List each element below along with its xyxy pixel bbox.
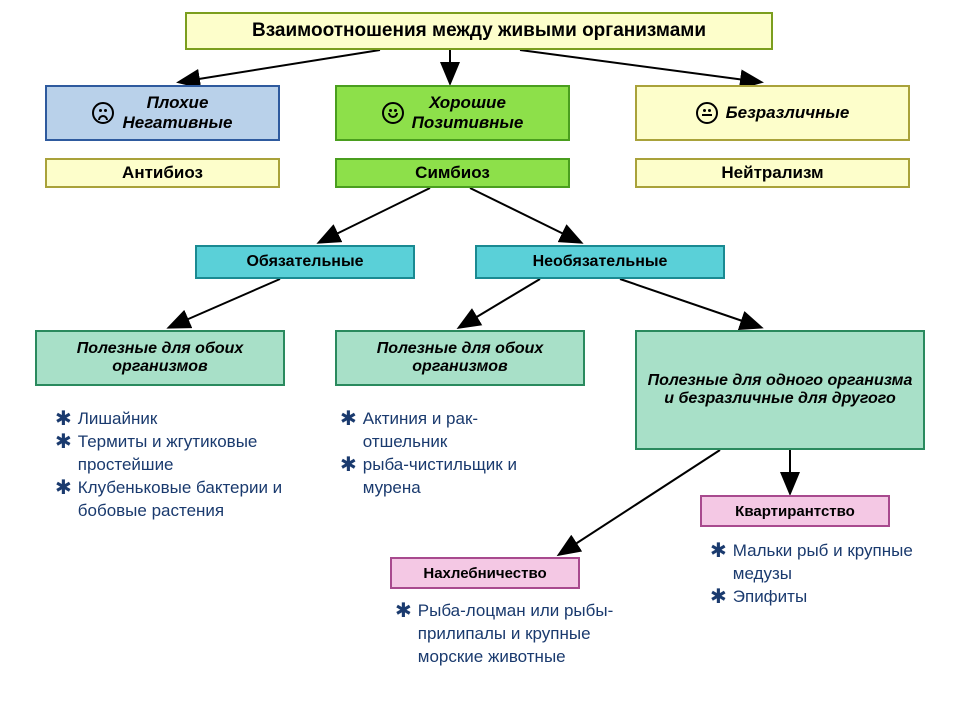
bullet-star-icon: ✱ xyxy=(710,540,727,562)
bullet-star-icon: ✱ xyxy=(55,431,72,453)
bullet-star-icon: ✱ xyxy=(340,454,357,476)
negative-label: Плохие Негативные xyxy=(122,93,232,133)
freeloading-label: Нахлебничество xyxy=(423,565,546,582)
negative-box: Плохие Негативные xyxy=(45,85,280,141)
bullet-star-icon: ✱ xyxy=(340,408,357,430)
tenancy-label: Квартирантство xyxy=(735,503,855,520)
list-item-text: Рыба-лоцман или рыбы-прилипалы и крупные… xyxy=(418,600,655,669)
useful-one-box: Полезные для одного организма и безразли… xyxy=(635,330,925,450)
list-item-text: рыба-чистильщик и мурена xyxy=(363,454,560,500)
list-item-text: Актиния и рак-отшельник xyxy=(363,408,560,454)
useful-both-2-box: Полезные для обоих организмов xyxy=(335,330,585,386)
obligatory-box: Обязательные xyxy=(195,245,415,279)
useful-both-2-label: Полезные для обоих организмов xyxy=(345,340,575,376)
positive-label: Хорошие Позитивные xyxy=(412,93,524,133)
bullet-star-icon: ✱ xyxy=(55,477,72,499)
list-item: ✱ Клубеньковые бактерии и бобовые растени… xyxy=(55,477,285,523)
list-item: ✱ Термиты и жгутиковые простейшие xyxy=(55,431,285,477)
examples-list-4: ✱ Мальки рыб и крупные медузы ✱ Эпифиты xyxy=(710,540,930,609)
bullet-star-icon: ✱ xyxy=(55,408,72,430)
neutral-label: Безразличные xyxy=(726,103,850,123)
list-item-text: Лишайник xyxy=(78,408,158,431)
title-box: Взаимоотношения между живыми организмами xyxy=(185,12,773,50)
bullet-star-icon: ✱ xyxy=(710,586,727,608)
symbiosis-box: Симбиоз xyxy=(335,158,570,188)
useful-one-label: Полезные для одного организма и безразли… xyxy=(645,372,915,408)
list-item-text: Мальки рыб и крупные медузы xyxy=(733,540,930,586)
neutral-box: Безразличные xyxy=(635,85,910,141)
list-item: ✱ рыба-чистильщик и мурена xyxy=(340,454,560,500)
obligatory-label: Обязательные xyxy=(246,253,363,271)
useful-both-1-box: Полезные для обоих организмов xyxy=(35,330,285,386)
list-item-text: Термиты и жгутиковые простейшие xyxy=(78,431,285,477)
list-item: ✱ Мальки рыб и крупные медузы xyxy=(710,540,930,586)
tenancy-box: Квартирантство xyxy=(700,495,890,527)
freeloading-box: Нахлебничество xyxy=(390,557,580,589)
examples-list-2: ✱ Актиния и рак-отшельник ✱ рыба-чистильщик… xyxy=(340,408,560,500)
list-item: ✱ Эпифиты xyxy=(710,586,930,609)
examples-list-3: ✱ Рыба-лоцман или рыбы-прилипалы и крупны… xyxy=(395,600,655,669)
antibiosis-box: Антибиоз xyxy=(45,158,280,188)
antibiosis-label: Антибиоз xyxy=(122,163,203,183)
optional-label: Необязательные xyxy=(533,253,668,271)
examples-list-1: ✱ Лишайник ✱ Термиты и жгутиковые простейши… xyxy=(55,408,285,523)
title-text: Взаимоотношения между живыми организмами xyxy=(252,20,706,42)
neutralism-box: Нейтрализм xyxy=(635,158,910,188)
neutral-face-icon xyxy=(696,102,718,124)
bullet-star-icon: ✱ xyxy=(395,600,412,622)
positive-box: Хорошие Позитивные xyxy=(335,85,570,141)
list-item: ✱ Актиния и рак-отшельник xyxy=(340,408,560,454)
sad-face-icon xyxy=(92,102,114,124)
list-item: ✱ Рыба-лоцман или рыбы-прилипалы и крупны… xyxy=(395,600,655,669)
useful-both-1-label: Полезные для обоих организмов xyxy=(45,340,275,376)
list-item-text: Эпифиты xyxy=(733,586,807,609)
symbiosis-label: Симбиоз xyxy=(415,163,490,183)
list-item: ✱ Лишайник xyxy=(55,408,285,431)
happy-face-icon xyxy=(382,102,404,124)
optional-box: Необязательные xyxy=(475,245,725,279)
list-item-text: Клубеньковые бактерии и бобовые растения xyxy=(78,477,285,523)
neutralism-label: Нейтрализм xyxy=(721,163,823,183)
